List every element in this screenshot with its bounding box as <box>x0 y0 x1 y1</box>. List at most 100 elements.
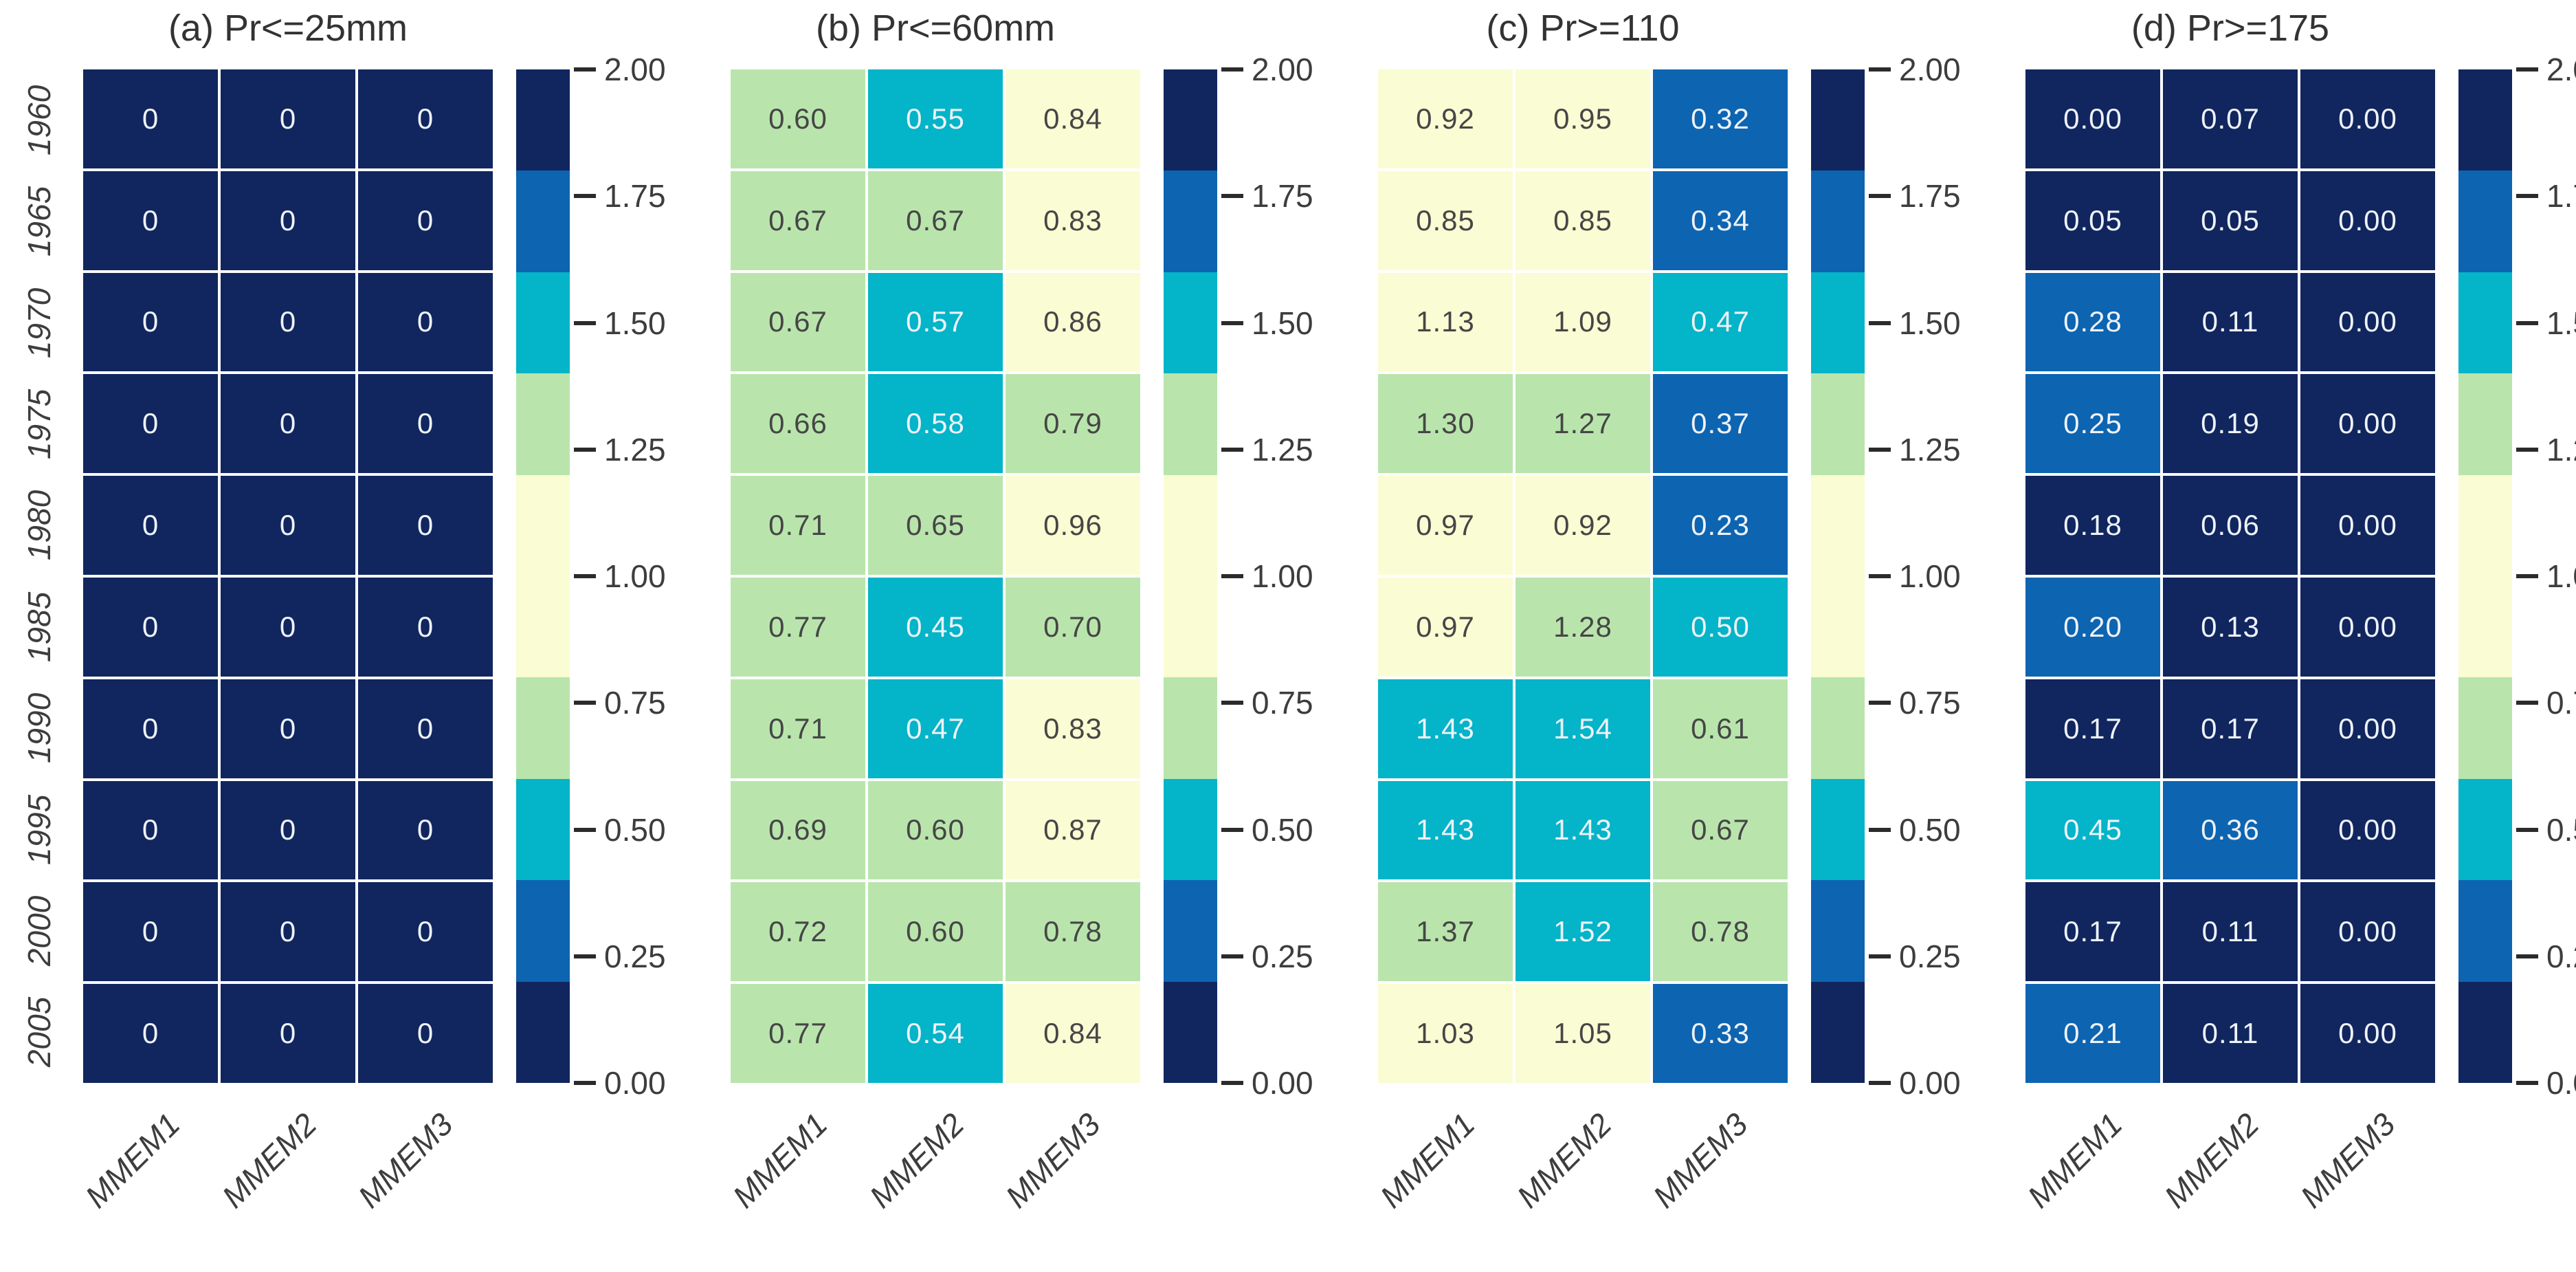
x-tick-label: MMEM2 <box>214 1106 324 1215</box>
colorbar-tick-label: 1.00 <box>2546 558 2576 594</box>
colorbar-tick-label: 1.00 <box>1252 558 1313 594</box>
heatmap-panel-a: (a) Pr<=25mm 1960 1965 1970 1975 1980 1985 199… <box>21 0 729 1272</box>
colorbar-tick-label: 1.50 <box>1252 305 1313 341</box>
colorbar-tick-label: 0.00 <box>604 1065 666 1101</box>
colorbar <box>1811 69 1865 1083</box>
colorbar-tick-label: 1.00 <box>604 558 666 594</box>
colorbar-tick-label: 2.00 <box>1252 52 1313 87</box>
heatmap-cell: 0.17 <box>2025 679 2160 778</box>
heatmap-cell: 0.17 <box>2025 882 2160 982</box>
heatmap-cell: 0.00 <box>2025 69 2160 168</box>
heatmap-cell: 0.54 <box>868 984 1003 1083</box>
heatmap-cell: 0.72 <box>731 882 865 982</box>
colorbar-tick-mark <box>1869 1081 1891 1085</box>
heatmap-cell: 0.32 <box>1653 69 1788 168</box>
colorbar-segment <box>1811 880 1865 982</box>
colorbar-tick-mark <box>574 1081 596 1085</box>
colorbar-segment <box>1164 272 1217 374</box>
colorbar-segment <box>1811 69 1865 171</box>
heatmap-cell: 0.58 <box>868 374 1003 474</box>
y-tick-label: 1980 <box>21 490 57 561</box>
colorbar-tick-mark <box>574 827 596 832</box>
heatmap-cell: 0.83 <box>1006 171 1140 270</box>
x-tick-label: MMEM3 <box>351 1106 460 1215</box>
colorbar-tick-label: 0.25 <box>1252 938 1313 974</box>
heatmap-cell: 0.84 <box>1006 984 1140 1083</box>
heatmap-cell: 0.67 <box>731 171 865 270</box>
colorbar-segment <box>1164 981 1217 1083</box>
heatmap-cell: 0.05 <box>2025 171 2160 270</box>
colorbar-segment <box>516 69 570 171</box>
colorbar-segment <box>516 981 570 1083</box>
heatmap-cell: 0.23 <box>1653 476 1788 575</box>
colorbar-tick-mark <box>1221 447 1243 452</box>
colorbar-tick-mark <box>1869 954 1891 958</box>
x-tick-label: MMEM2 <box>862 1106 971 1215</box>
colorbar-tick-label: 1.75 <box>1899 178 1961 215</box>
colorbar-tick-label: 2.00 <box>1899 52 1961 87</box>
heatmap-cell: 0.17 <box>2163 679 2298 778</box>
heatmap-cell: 0.00 <box>2300 476 2435 575</box>
colorbar-segment <box>1811 677 1865 779</box>
x-tick-label: MMEM1 <box>78 1106 187 1215</box>
colorbar-tick-mark <box>1221 701 1243 705</box>
heatmap-cell: 0.85 <box>1515 171 1650 270</box>
heatmap-cell: 0.78 <box>1653 882 1788 982</box>
heatmap-cell: 0 <box>83 272 218 372</box>
colorbar-tick-label: 0.00 <box>2546 1065 2576 1101</box>
heatmap-cell: 1.28 <box>1515 578 1650 677</box>
colorbar-segment <box>1164 474 1217 678</box>
colorbar-segment <box>1811 373 1865 475</box>
heatmap-cell: 0 <box>83 171 218 270</box>
heatmap-cell: 0.18 <box>2025 476 2160 575</box>
heatmap-cell: 0.61 <box>1653 679 1788 778</box>
colorbar-tick-label: 1.50 <box>604 305 666 341</box>
colorbar-tick-label: 0.25 <box>1899 938 1961 974</box>
colorbar-tick-mark <box>2516 194 2538 199</box>
heatmap-cell: 0.77 <box>731 984 865 1083</box>
heatmap-cell: 0.78 <box>1006 882 1140 982</box>
colorbar-segment <box>1811 272 1865 374</box>
colorbar <box>516 69 570 1083</box>
heatmap-cell: 0 <box>358 578 493 677</box>
colorbar-segment <box>516 474 570 678</box>
colorbar-segment <box>2458 474 2512 678</box>
colorbar-segment <box>516 373 570 475</box>
heatmap-cell: 0 <box>221 69 355 168</box>
heatmap-cell: 0 <box>83 984 218 1083</box>
heatmap-cell: 0.92 <box>1515 476 1650 575</box>
colorbar-tick-mark <box>574 67 596 72</box>
colorbar-tick-label: 1.75 <box>604 178 666 215</box>
heatmap-cell: 1.03 <box>1378 984 1513 1083</box>
colorbar-segment <box>1164 880 1217 982</box>
heatmap-cell: 1.13 <box>1378 272 1513 372</box>
panel-title: (a) Pr<=25mm <box>168 8 408 49</box>
colorbar-tick-label: 0.75 <box>2546 685 2576 721</box>
heatmap-cell: 0 <box>83 476 218 575</box>
heatmap-cell: 1.05 <box>1515 984 1650 1083</box>
heatmap-cell: 0.71 <box>731 679 865 778</box>
colorbar-tick-label: 2.00 <box>2546 52 2576 87</box>
y-tick-label: 1985 <box>21 591 57 662</box>
heatmap-cell: 0.85 <box>1378 171 1513 270</box>
heatmap-cell: 0 <box>83 578 218 677</box>
y-tick-label: 1990 <box>21 692 57 764</box>
colorbar-tick-mark <box>2516 447 2538 452</box>
heatmap-cell: 0.45 <box>868 578 1003 677</box>
colorbar-tick-mark <box>2516 1081 2538 1085</box>
heatmap-cell: 0.84 <box>1006 69 1140 168</box>
colorbar-segment <box>2458 677 2512 779</box>
heatmap-cell: 0.00 <box>2300 374 2435 474</box>
colorbar-tick-label: 0.00 <box>1252 1065 1313 1101</box>
heatmap-cell: 0 <box>358 679 493 778</box>
heatmap-cell: 1.52 <box>1515 882 1650 982</box>
colorbar-tick-mark <box>1869 67 1891 72</box>
heatmap-cell: 0.00 <box>2300 984 2435 1083</box>
heatmap-cell: 0.55 <box>868 69 1003 168</box>
colorbar <box>2458 69 2512 1083</box>
colorbar-tick-label: 0.50 <box>604 811 666 848</box>
x-tick-label: MMEM1 <box>2020 1106 2129 1215</box>
y-tick-label: 1995 <box>21 794 57 865</box>
